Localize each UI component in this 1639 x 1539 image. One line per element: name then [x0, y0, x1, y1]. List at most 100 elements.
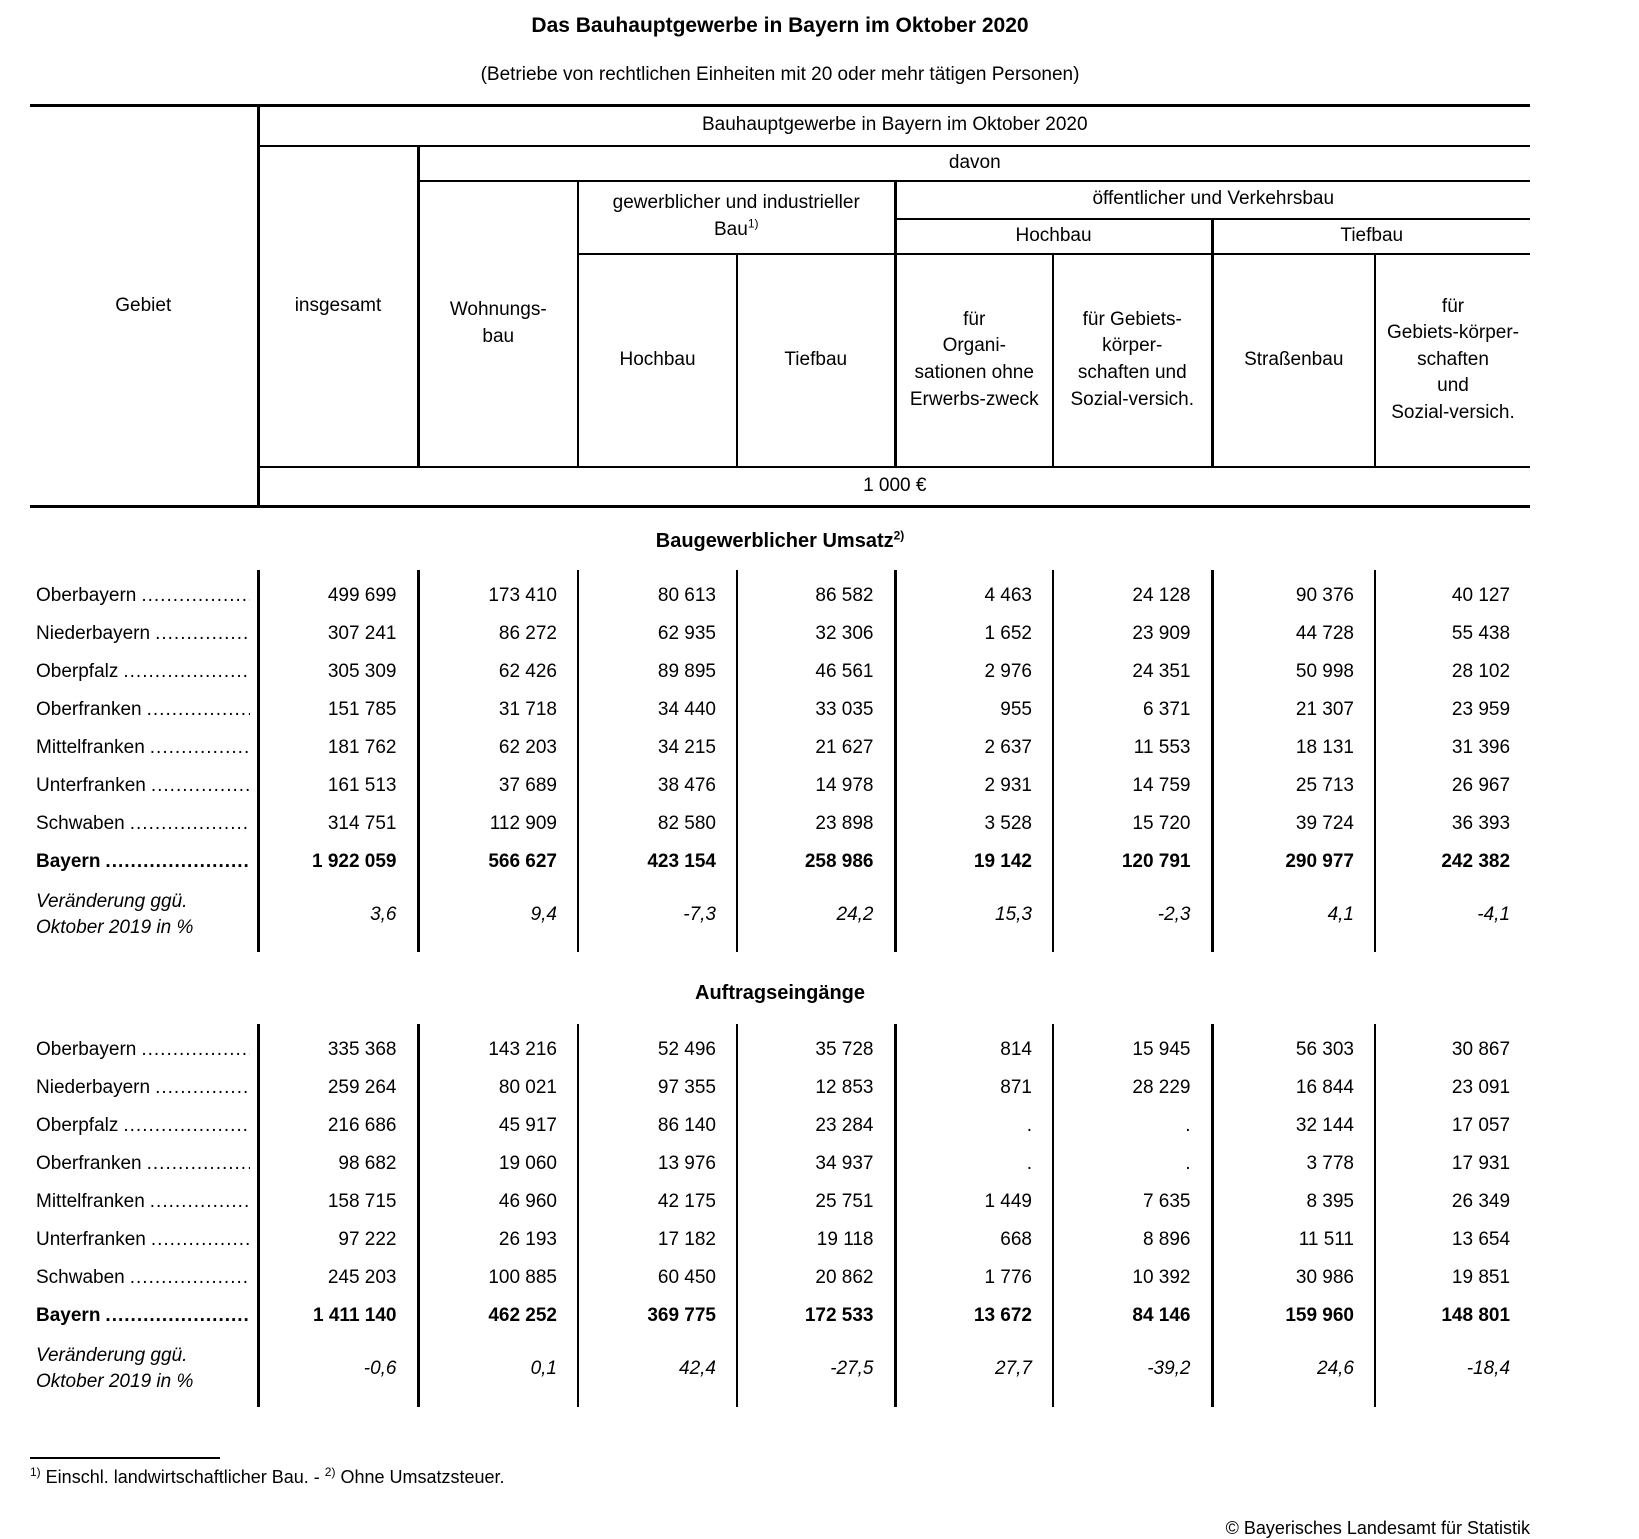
value-cell: -0,6 — [256, 1335, 418, 1407]
value-cell: 143 216 — [416, 1024, 578, 1070]
value-cell: 24 128 — [1052, 570, 1212, 615]
value-cell: 1 776 — [893, 1259, 1053, 1298]
value-cell: 1 411 140 — [256, 1297, 418, 1336]
value-cell: 0,1 — [416, 1335, 578, 1407]
value-cell: 16 844 — [1210, 1069, 1375, 1108]
region-label: Niederbayern — [30, 615, 258, 653]
value-cell: 97 222 — [256, 1221, 418, 1260]
region-name: Bayern — [36, 851, 101, 872]
value-cell: 1 922 059 — [256, 843, 418, 881]
change-row: Veränderung ggü. Oktober 2019 in % -0,6 0,… — [30, 1335, 1531, 1407]
value-cell: 32 306 — [736, 615, 895, 653]
value-cell: 15 720 — [1052, 805, 1212, 843]
region-name: Schwaben — [36, 1267, 125, 1289]
value-cell: 3 528 — [893, 805, 1053, 843]
value-cell: 242 382 — [1373, 843, 1531, 881]
dot-leader — [151, 1229, 250, 1251]
value-cell: 2 976 — [893, 653, 1053, 691]
footnote-marker-2: 2) — [893, 528, 905, 543]
region-name: Mittelfranken — [36, 1191, 145, 1213]
value-cell: 80 021 — [416, 1069, 578, 1108]
region-name: Unterfranken — [36, 1229, 146, 1251]
region-name: Niederbayern — [36, 623, 151, 644]
value-cell: 23 284 — [736, 1107, 895, 1146]
value-cell: 86 140 — [577, 1107, 737, 1146]
value-cell: 35 728 — [736, 1024, 895, 1070]
value-cell: 31 396 — [1373, 729, 1531, 767]
value-cell: 39 724 — [1210, 805, 1375, 843]
value-cell: 335 368 — [256, 1024, 418, 1070]
region-label: Oberfranken — [30, 691, 258, 729]
value-cell: 26 967 — [1373, 767, 1531, 805]
value-cell: 34 215 — [577, 729, 737, 767]
value-cell: 120 791 — [1052, 843, 1212, 881]
value-cell: 19 851 — [1373, 1259, 1531, 1298]
value-cell: 161 513 — [256, 767, 418, 805]
value-cell: 499 699 — [256, 570, 418, 615]
header-gebiet: Gebiet — [30, 105, 258, 508]
value-cell: 14 978 — [736, 767, 895, 805]
value-cell: 25 713 — [1210, 767, 1375, 805]
dot-leader — [130, 1267, 250, 1289]
value-cell: 159 960 — [1210, 1297, 1375, 1336]
value-cell: 17 057 — [1373, 1107, 1531, 1146]
value-cell: 314 751 — [256, 805, 418, 843]
value-cell: 56 303 — [1210, 1024, 1375, 1070]
value-cell: 46 960 — [416, 1183, 578, 1222]
value-cell: 37 689 — [416, 767, 578, 805]
header-unit: 1 000 € — [256, 466, 1531, 508]
value-cell: 34 937 — [736, 1145, 895, 1184]
value-cell: 258 986 — [736, 843, 895, 881]
region-name: Oberpfalz — [36, 661, 119, 682]
page-subtitle: (Betriebe von rechtlichen Einheiten mit … — [480, 64, 1080, 85]
value-cell: 8 395 — [1210, 1183, 1375, 1222]
region-label: Oberpfalz — [30, 653, 258, 691]
dot-leader — [123, 661, 249, 683]
value-cell: 13 976 — [577, 1145, 737, 1184]
value-cell: 6 371 — [1052, 691, 1212, 729]
value-cell: 814 — [893, 1024, 1053, 1070]
region-label: Oberbayern — [30, 570, 258, 615]
dot-leader — [141, 585, 249, 607]
value-cell: 17 182 — [577, 1221, 737, 1260]
section-title-row: Auftragseingänge — [30, 952, 1530, 1024]
value-cell: 86 272 — [416, 615, 578, 653]
header-davon: davon — [416, 145, 1531, 182]
dot-leader — [147, 1153, 250, 1175]
value-cell: 307 241 — [256, 615, 418, 653]
header-col-wohnungsbau: Wohnungs- bau — [416, 180, 578, 468]
region-label: Unterfranken — [30, 1221, 258, 1259]
header-group-gewerblich-line2: Bau1) — [714, 216, 759, 240]
value-cell: 23 898 — [736, 805, 895, 843]
section-title: Baugewerblicher Umsatz — [655, 530, 894, 552]
value-cell: -7,3 — [577, 881, 737, 953]
value-cell: 100 885 — [416, 1259, 578, 1298]
region-name: Bayern — [36, 1305, 101, 1327]
value-cell: 172 533 — [736, 1297, 895, 1336]
region-name: Oberbayern — [36, 1039, 137, 1061]
section-baugewerblicher-umsatz: Baugewerblicher Umsatz2) Oberbayern 499 6… — [30, 507, 1531, 953]
footnote-1-marker: 1) — [30, 1464, 41, 1479]
value-cell: 31 718 — [416, 691, 578, 729]
value-cell: 11 553 — [1052, 729, 1212, 767]
value-cell: -4,1 — [1373, 881, 1531, 953]
value-cell: 871 — [893, 1069, 1053, 1108]
value-cell: 3,6 — [256, 881, 418, 953]
value-cell: . — [1052, 1107, 1212, 1146]
dot-leader — [147, 699, 250, 721]
change-row: Veränderung ggü. Oktober 2019 in % 3,6 9,4… — [30, 881, 1531, 953]
region-label: Schwaben — [30, 1259, 258, 1297]
value-cell: 13 654 — [1373, 1221, 1531, 1260]
region-label: Mittelfranken — [30, 729, 258, 767]
value-cell: 259 264 — [256, 1069, 418, 1108]
table-header: Gebiet Bauhauptgewerbe in Bayern im Okto… — [30, 105, 1531, 508]
region-label: Bayern — [30, 843, 258, 881]
